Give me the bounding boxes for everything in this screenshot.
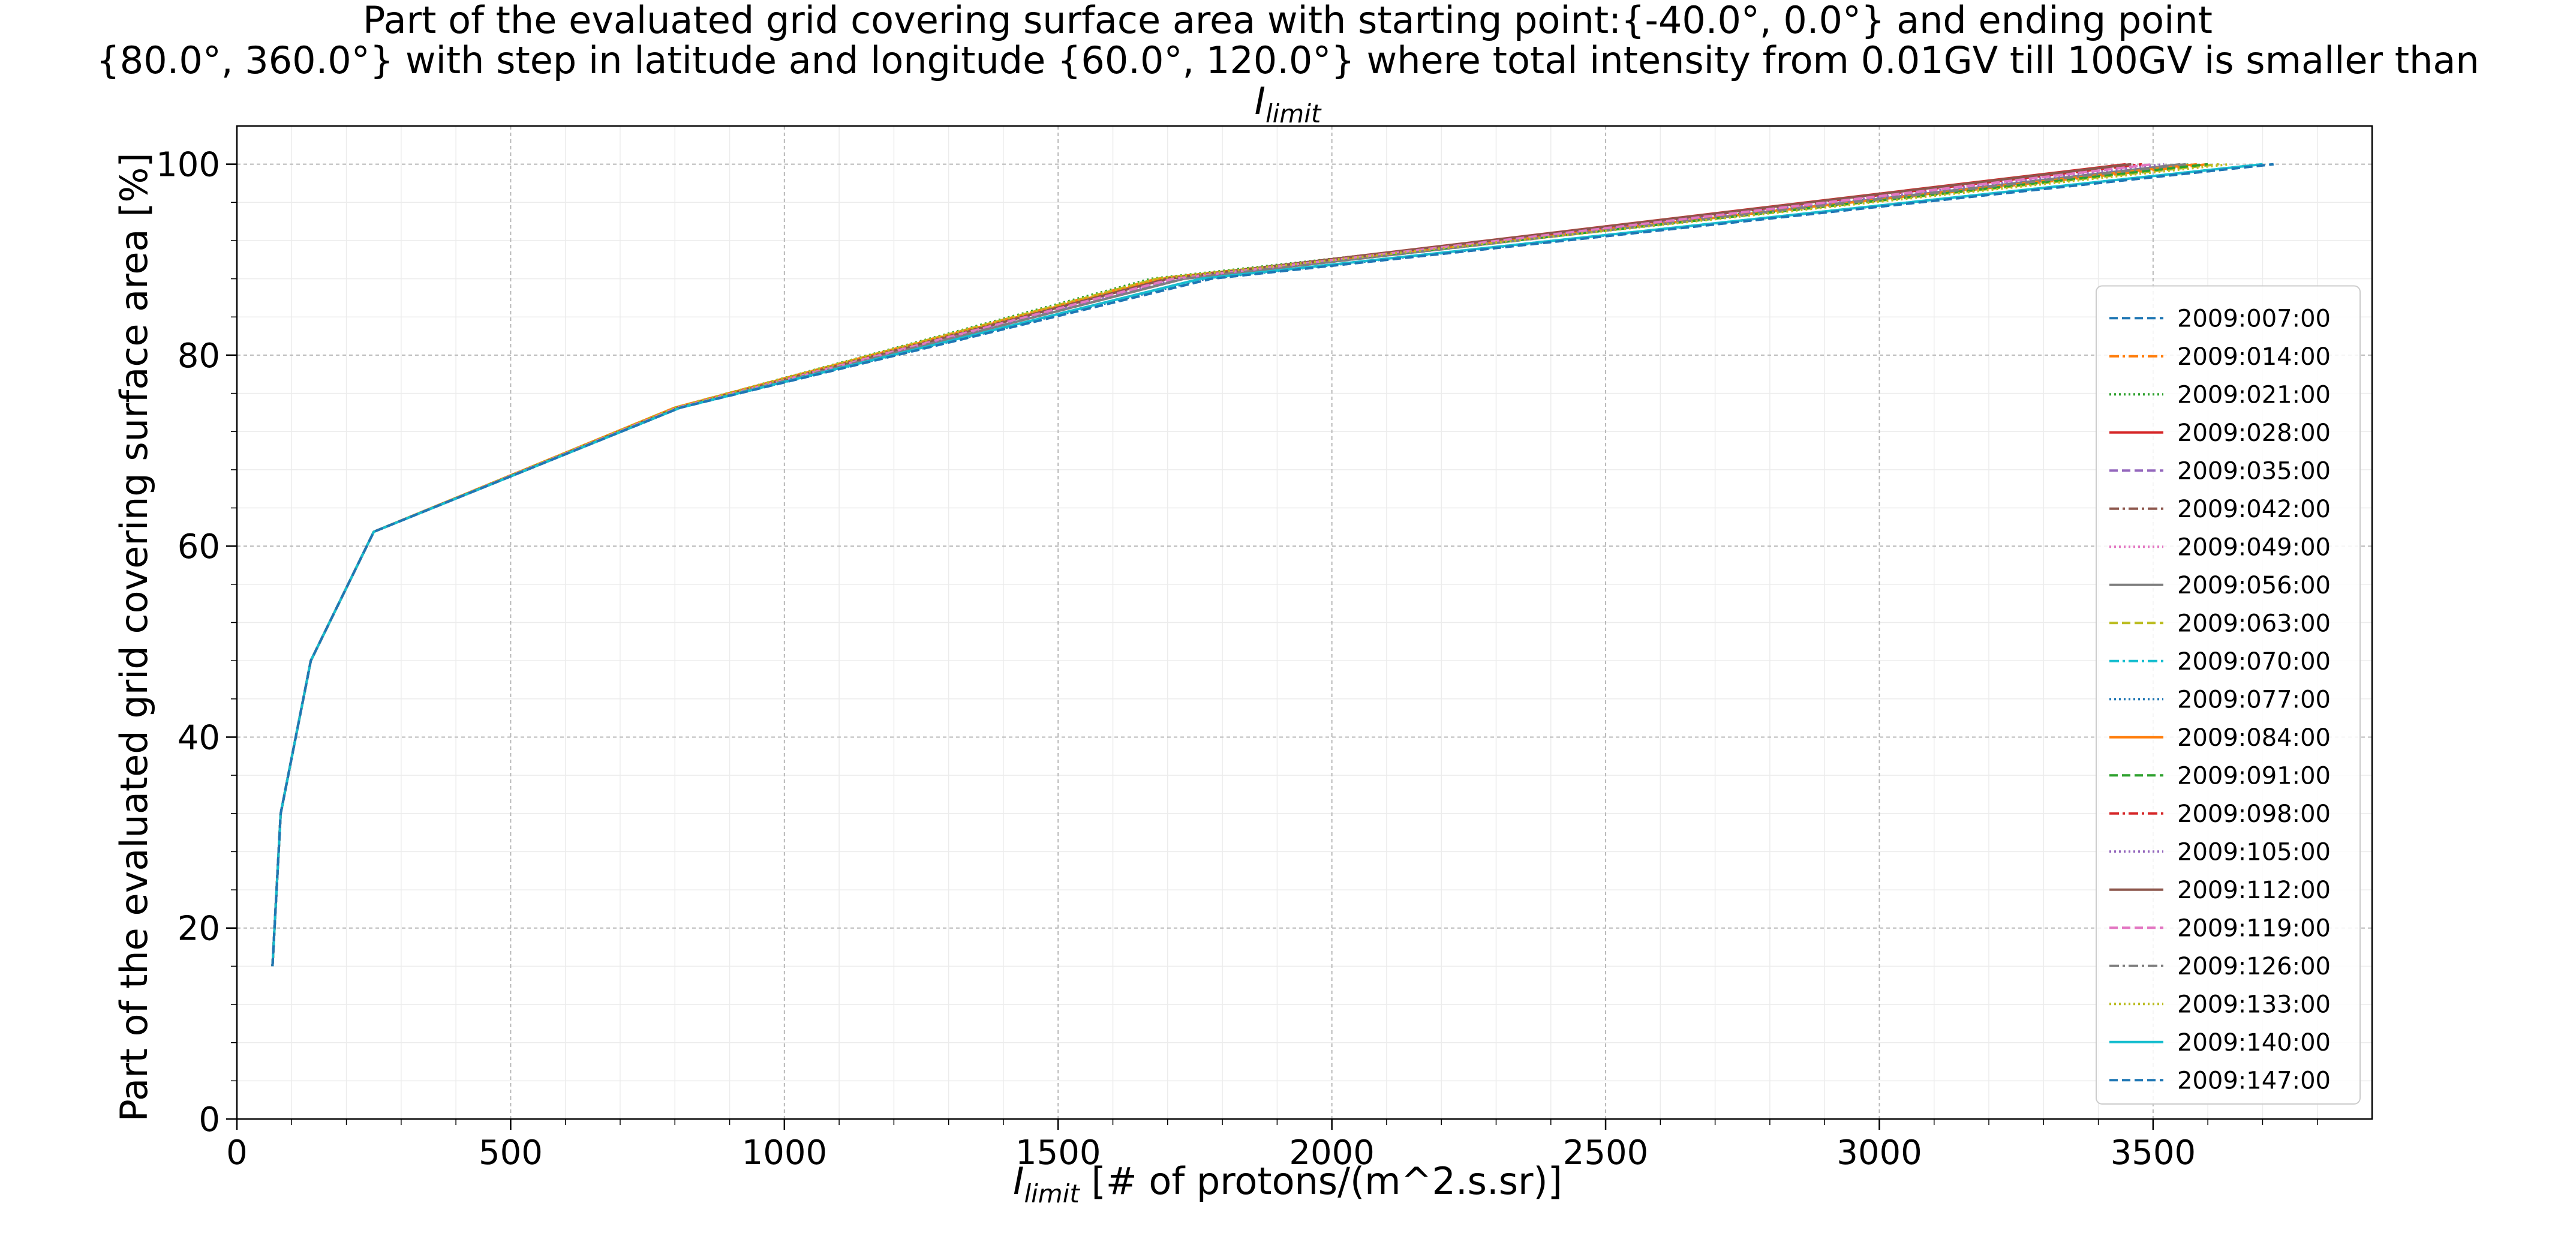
x-tick-label: 2500 (1563, 1133, 1649, 1172)
x-axis-label-base: I (1013, 1159, 1024, 1203)
legend-label: 2009:049:00 (2177, 533, 2331, 561)
series-line (271, 163, 2181, 967)
series-line (271, 163, 2263, 967)
legend-label: 2009:098:00 (2177, 800, 2331, 828)
legend-label: 2009:056:00 (2177, 572, 2331, 599)
legend-label: 2009:105:00 (2177, 838, 2331, 866)
series-line (271, 163, 2274, 967)
x-tick-label: 500 (479, 1133, 543, 1172)
title-math-sub: limit (1266, 99, 1322, 128)
series-line (271, 163, 2186, 967)
y-tick-label: 40 (178, 718, 220, 757)
x-axis-label: Ilimit [# of protons/(m^2.s.sr)] (1013, 1159, 1562, 1208)
series-line (271, 163, 2208, 967)
series-line (271, 163, 2198, 967)
legend: 2009:007:00 2009:014:00 2009:021:00 2009:02… (2096, 285, 2361, 1105)
legend-label: 2009:070:00 (2177, 648, 2331, 676)
legend-label: 2009:035:00 (2177, 457, 2331, 485)
series-line (271, 163, 2126, 967)
legend-label: 2009:119:00 (2177, 914, 2331, 942)
axis-ticks: 0 500 1000 1500 2000 2500 3000 3500 0 20 40 60 80 100 (156, 146, 2318, 1172)
y-axis-label: Part of the evaluated grid covering surf… (112, 152, 156, 1121)
legend-label: 2009:021:00 (2177, 381, 2331, 409)
x-tick-label: 3500 (2111, 1133, 2196, 1172)
legend-label: 2009:091:00 (2177, 762, 2331, 790)
series-line (271, 163, 2165, 967)
y-tick-label: 20 (178, 910, 220, 949)
x-tick-label: 2000 (1289, 1133, 1375, 1172)
legend-label: 2009:063:00 (2177, 610, 2331, 637)
series-line (271, 163, 2132, 967)
legend-label: 2009:077:00 (2177, 686, 2331, 713)
legend-label: 2009:140:00 (2177, 1029, 2331, 1057)
legend-box (2096, 285, 2361, 1105)
series-line (271, 163, 2142, 967)
title-line-3: Ilimit (1255, 79, 1322, 128)
x-tick-label: 1500 (1015, 1133, 1101, 1172)
series-line (271, 163, 2263, 967)
series-layer (271, 163, 2274, 967)
legend-label: 2009:007:00 (2177, 305, 2331, 332)
series-line (271, 163, 2274, 967)
title-line-2: {80.0°, 360.0°} with step in latitude an… (96, 38, 2479, 82)
y-tick-label: 60 (178, 527, 220, 566)
series-line (271, 163, 2192, 967)
legend-label: 2009:133:00 (2177, 991, 2331, 1018)
legend-label: 2009:042:00 (2177, 496, 2331, 523)
series-line (271, 163, 2263, 967)
x-axis-label-sub: limit (1024, 1179, 1080, 1208)
y-tick-label: 80 (178, 337, 220, 376)
series-line (271, 163, 2230, 967)
minor-grid (237, 126, 2372, 1119)
y-tick-label: 100 (156, 146, 220, 185)
x-tick-label: 3000 (1836, 1133, 1922, 1172)
x-axis-label-rest: [# of protons/(m^2.s.sr)] (1080, 1159, 1562, 1203)
legend-label: 2009:126:00 (2177, 953, 2331, 980)
legend-label: 2009:084:00 (2177, 724, 2331, 752)
legend-label: 2009:147:00 (2177, 1067, 2331, 1094)
y-tick-label: 0 (199, 1100, 220, 1139)
x-tick-label: 0 (226, 1133, 248, 1172)
series-line (271, 163, 2132, 967)
series-line (271, 163, 2208, 967)
legend-label: 2009:028:00 (2177, 419, 2331, 447)
series-line (271, 163, 2154, 967)
series-line (271, 163, 2219, 967)
series-line (271, 163, 2142, 967)
legend-label: 2009:014:00 (2177, 343, 2331, 371)
chart-title: Part of the evaluated grid covering surf… (96, 0, 2479, 128)
series-line (271, 163, 2154, 967)
title-math-base: I (1255, 79, 1266, 123)
title-line-1: Part of the evaluated grid covering surf… (363, 0, 2213, 42)
x-tick-label: 1000 (742, 1133, 828, 1172)
legend-label: 2009:112:00 (2177, 877, 2331, 904)
